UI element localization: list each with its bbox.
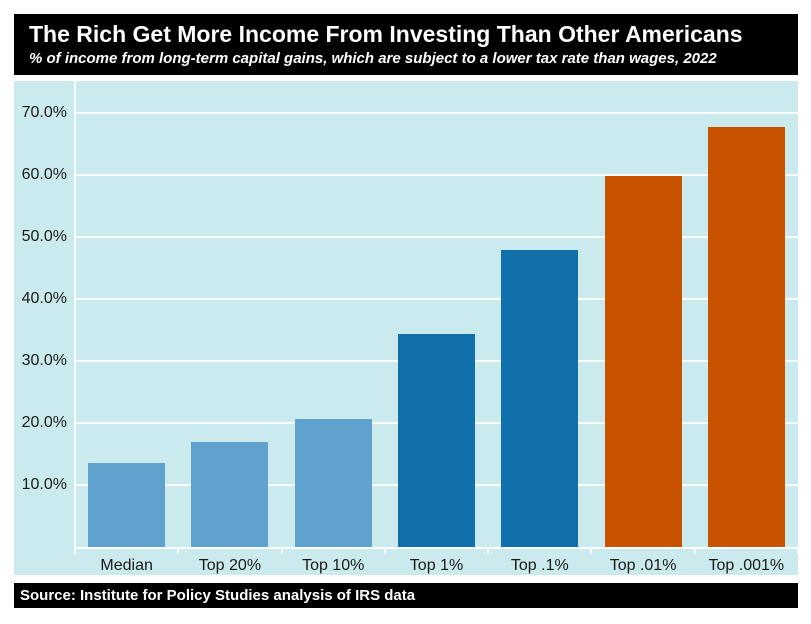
gridline-60 [75, 174, 798, 176]
x-axis-tick [693, 548, 696, 554]
x-axis-label-top-01: Top .01% [609, 557, 677, 574]
y-axis-tick-label: 70.0% [21, 104, 67, 121]
gridline-50 [75, 236, 798, 238]
source-text: Source: Institute for Policy Studies ana… [20, 587, 416, 604]
source-bar: Source: Institute for Policy Studies ana… [14, 583, 798, 608]
gridline-70 [75, 112, 798, 114]
y-axis-tick-label: 30.0% [21, 352, 67, 369]
x-axis-tick [74, 548, 76, 554]
x-axis-label-top-001: Top .001% [708, 557, 785, 574]
x-axis-tick [177, 548, 180, 554]
x-axis-tick [280, 548, 283, 554]
x-axis-label-median: Median [100, 557, 153, 574]
chart-subtitle: % of income from long-term capital gains… [29, 50, 717, 67]
x-axis-label-top-1: Top 1% [409, 557, 464, 574]
y-axis-tick-label: 20.0% [21, 414, 67, 431]
gridline-40 [75, 298, 798, 300]
x-axis-tick [797, 548, 798, 554]
bar-top-10 [294, 419, 372, 547]
y-axis-line [74, 81, 76, 553]
y-axis-tick-label: 60.0% [21, 166, 67, 183]
x-axis-line [75, 547, 798, 549]
bar-top-001 [707, 127, 785, 547]
chart-title: The Rich Get More Income From Investing … [29, 21, 743, 47]
y-axis-tick-label: 10.0% [21, 476, 67, 493]
x-axis-label-top-10: Top 10% [302, 557, 365, 574]
bar-median [88, 462, 166, 547]
x-axis-tick [590, 548, 593, 554]
y-axis-tick-label: 50.0% [21, 228, 67, 245]
x-axis-tick [487, 548, 490, 554]
x-axis-label-top-1: Top .1% [510, 557, 569, 574]
x-axis-tick [383, 548, 386, 554]
bar-top-1 [501, 250, 579, 547]
bar-top-20 [191, 441, 269, 547]
bar-chart-plot: 10.0% 20.0% 30.0% 40.0% 50.0% 60.0% 70.0% Media… [14, 81, 798, 575]
chart-header: The Rich Get More Income From Investing … [14, 14, 798, 75]
y-axis-tick-label: 40.0% [21, 290, 67, 307]
bar-top-01 [604, 175, 682, 547]
x-axis-label-top-20: Top 20% [198, 557, 262, 574]
bar-top-1 [398, 334, 475, 547]
